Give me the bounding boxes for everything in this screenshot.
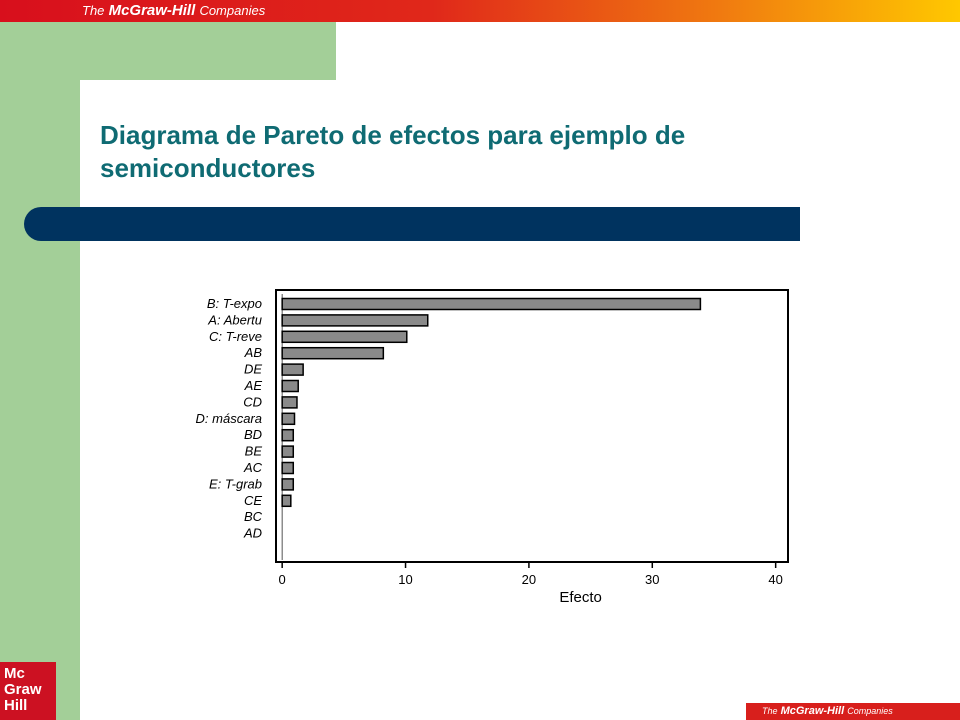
y-tick-label: AC [243,460,263,475]
top-banner: The McGraw-Hill Companies [0,0,960,22]
footer-brand-prefix: The [762,706,778,716]
bar [281,445,295,458]
title-underline-bar [24,207,800,241]
y-tick-label: AE [244,378,263,393]
x-axis-label: Efecto [559,589,602,606]
footer-brand: The McGraw-Hill Companies [762,704,893,718]
footer-brand-name: McGraw-Hill [780,705,845,717]
bar [281,478,295,491]
y-tick-label: A: Abertu [207,312,262,327]
bar [281,379,299,393]
y-tick-label: C: T-reve [209,329,262,344]
x-tick-label: 0 [279,572,286,587]
bar [281,412,296,426]
x-tick-label: 30 [645,572,659,587]
footer-banner: The McGraw-Hill Companies [746,703,960,720]
chart-bars [281,297,702,508]
y-tick-label: D: máscara [196,411,262,426]
bar [281,346,385,360]
brand-name: McGraw-Hill [108,2,196,19]
x-tick-label: 40 [768,572,782,587]
y-tick-label: DE [244,362,262,377]
y-tick-label: B: T-expo [207,296,262,311]
y-tick-label: E: T-grab [209,476,262,491]
bar-notch [64,241,80,245]
bar [281,461,295,475]
slide-title: Diagrama de Pareto de efectos para ejemp… [100,120,686,183]
x-axis-ticks: 0 10 20 30 40 [279,562,783,587]
y-tick-label: BC [244,509,263,524]
footer-brand-suffix: Companies [847,706,893,716]
bar [281,494,292,508]
bar [281,297,702,311]
mcgraw-hill-logo: Mc Graw Hill [0,662,56,720]
y-tick-label: BD [244,427,262,442]
brand-prefix: The [82,3,105,18]
y-tick-label: BE [245,444,263,459]
y-tick-label: AD [243,526,262,541]
bar [281,330,408,344]
brand-suffix: Companies [199,3,266,18]
bar [281,428,295,442]
bar [281,314,429,327]
y-tick-label: CE [244,493,262,508]
logo-text: Mc Graw Hill [4,665,42,714]
y-tick-label: AB [244,345,263,360]
y-tick-label: CD [243,394,262,409]
top-green-panel [80,22,336,80]
bar [281,396,298,409]
x-tick-label: 20 [522,572,536,587]
publisher-brand: The McGraw-Hill Companies [82,2,265,20]
bar [281,363,304,376]
x-tick-label: 10 [398,572,412,587]
left-green-panel [0,22,80,720]
